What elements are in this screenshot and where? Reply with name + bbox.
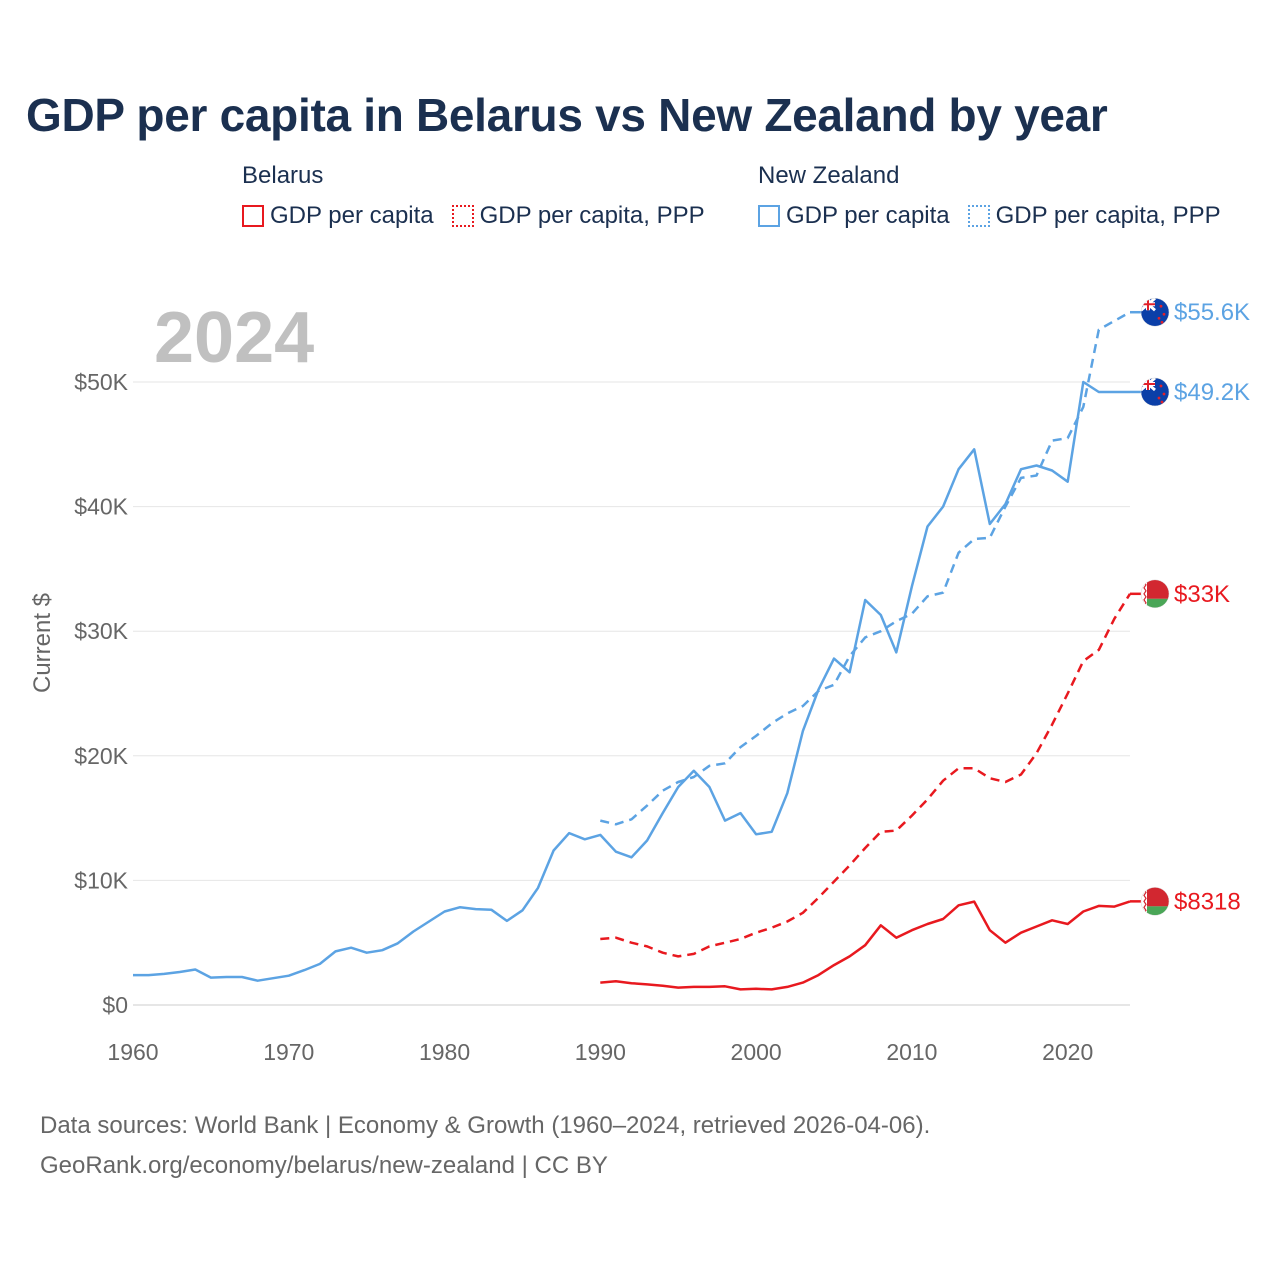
- legend-item-label: GDP per capita: [786, 202, 950, 229]
- legend-group-belarus: Belarus GDP per capita GDP per capita, P…: [242, 162, 705, 230]
- x-tick-label: 2020: [1042, 1039, 1093, 1065]
- legend-group-name: Belarus: [242, 162, 324, 189]
- legend-swatch-dotted-icon: [451, 205, 474, 227]
- source-line-2[interactable]: GeoRank.org/economy/belarus/new-zealand …: [40, 1152, 608, 1179]
- x-tick-label: 2010: [886, 1039, 937, 1065]
- legend-item-label: GDP per capita, PPP: [995, 202, 1221, 229]
- belarus-flag-icon: [1140, 887, 1170, 916]
- legend-item-nz-gdp[interactable]: GDP per capita: [758, 202, 950, 230]
- series-line-belarus-gdp-per-capita: [600, 900, 1131, 991]
- legend-item-belarus-gdp[interactable]: GDP per capita: [242, 202, 434, 230]
- legend-swatch-dotted-icon: [967, 205, 990, 227]
- chart-title: GDP per capita in Belarus vs New Zealand…: [26, 89, 1108, 141]
- series-end-value-label: $49.2K: [1174, 379, 1250, 406]
- y-tick-label: $20K: [74, 743, 128, 769]
- series-end-value-label: $33K: [1174, 581, 1230, 608]
- x-tick-label: 1990: [575, 1039, 626, 1065]
- series-line-belarus-gdp-per-capita-ppp: [600, 593, 1132, 958]
- y-tick-label: $30K: [74, 618, 128, 644]
- belarus-flag-icon: [1140, 579, 1170, 609]
- series-line-new-zealand-gdp-per-capita-ppp: [600, 311, 1131, 826]
- legend-swatch-solid-icon: [242, 205, 264, 227]
- legend-item-belarus-gdp-ppp[interactable]: GDP per capita, PPP: [451, 202, 705, 230]
- series-line-new-zealand-gdp-per-capita: [133, 380, 1130, 982]
- y-axis-label: Current $: [29, 593, 56, 693]
- new-zealand-flag-icon: [1140, 297, 1170, 327]
- x-tick-label: 1980: [419, 1039, 470, 1065]
- legend-group-name: New Zealand: [758, 162, 900, 189]
- y-tick-label: $50K: [74, 369, 128, 395]
- legend-group-new-zealand: New Zealand GDP per capita GDP per capit…: [758, 162, 1221, 230]
- source-note: Data sources: World Bank | Economy & Gro…: [40, 1106, 930, 1186]
- x-tick-label: 2000: [731, 1039, 782, 1065]
- x-tick-label: 1970: [263, 1039, 314, 1065]
- legend-swatch-solid-icon: [758, 205, 780, 227]
- new-zealand-flag-icon: [1140, 377, 1170, 407]
- x-tick-label: 1960: [107, 1039, 158, 1065]
- y-tick-label: $40K: [74, 494, 128, 520]
- series-end-value-label: $55.6K: [1174, 299, 1250, 326]
- y-tick-label: $0: [102, 992, 128, 1018]
- legend-item-label: GDP per capita, PPP: [479, 202, 705, 229]
- source-line-1: Data sources: World Bank | Economy & Gro…: [40, 1112, 931, 1139]
- legend-item-nz-gdp-ppp[interactable]: GDP per capita, PPP: [967, 202, 1221, 230]
- series-end-value-label: $8318: [1174, 888, 1241, 915]
- y-tick-label: $10K: [74, 867, 128, 893]
- legend-item-label: GDP per capita: [270, 202, 434, 229]
- year-watermark: 2024: [154, 298, 314, 378]
